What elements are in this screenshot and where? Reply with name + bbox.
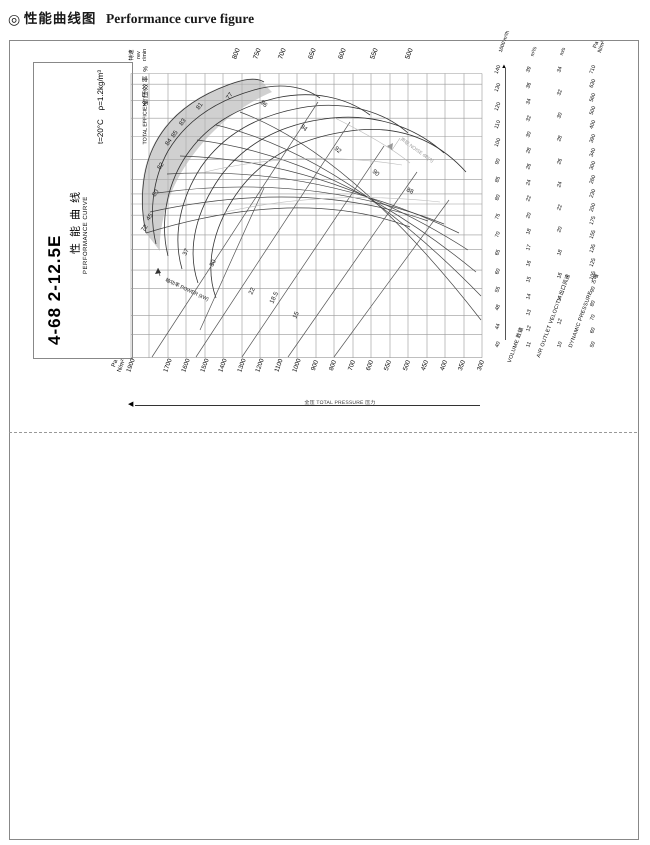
svg-text:声现 NOISE dB(A): 声现 NOISE dB(A)	[399, 136, 436, 165]
svg-text:88: 88	[405, 186, 415, 196]
svg-text:22: 22	[247, 286, 257, 296]
svg-text:30: 30	[208, 258, 218, 268]
svg-text:轴功率 POWER (kW): 轴功率 POWER (kW)	[164, 276, 210, 302]
svg-text:37: 37	[181, 247, 191, 257]
svg-text:15: 15	[291, 310, 301, 320]
svg-text:90: 90	[371, 168, 381, 178]
svg-text:94: 94	[299, 123, 309, 133]
